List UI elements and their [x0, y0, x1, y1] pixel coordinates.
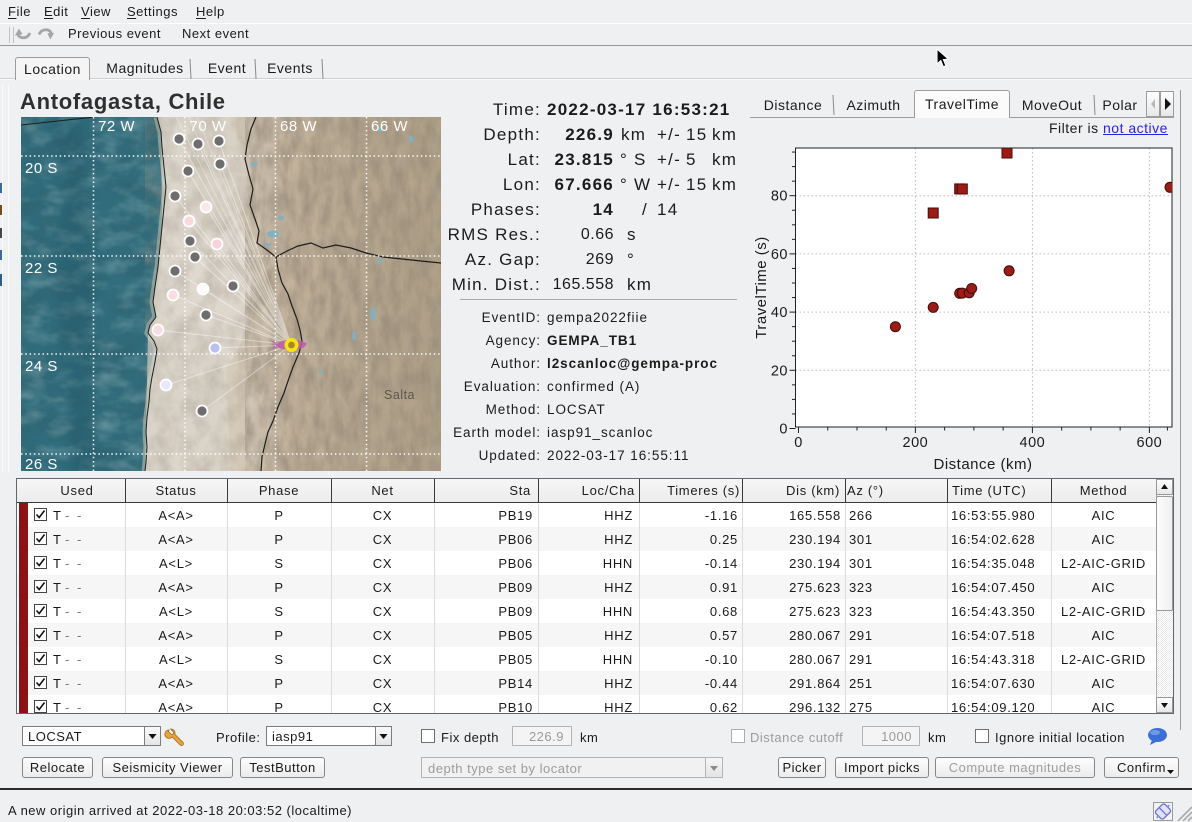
svg-text:72 W: 72 W — [98, 118, 135, 135]
svg-text:20: 20 — [771, 363, 788, 379]
svg-text:24 S: 24 S — [25, 358, 58, 375]
svg-text:66 W: 66 W — [371, 118, 408, 135]
svg-text:20 S: 20 S — [25, 160, 58, 177]
svg-text:40: 40 — [771, 305, 788, 321]
svg-text:68 W: 68 W — [280, 118, 317, 135]
svg-text:400: 400 — [1020, 435, 1046, 451]
svg-text:70 W: 70 W — [190, 118, 227, 135]
svg-text:60: 60 — [771, 247, 788, 263]
svg-text:22 S: 22 S — [25, 260, 58, 277]
svg-text:Distance (km): Distance (km) — [933, 456, 1032, 473]
svg-text:0: 0 — [779, 422, 788, 438]
svg-text:80: 80 — [771, 189, 788, 205]
svg-text:200: 200 — [903, 435, 929, 451]
svg-text:26 S: 26 S — [25, 456, 58, 471]
svg-text:600: 600 — [1137, 435, 1163, 451]
svg-text:TravelTime (s): TravelTime (s) — [753, 236, 770, 339]
svg-text:0: 0 — [794, 435, 803, 451]
svg-text:Salta: Salta — [384, 388, 415, 402]
